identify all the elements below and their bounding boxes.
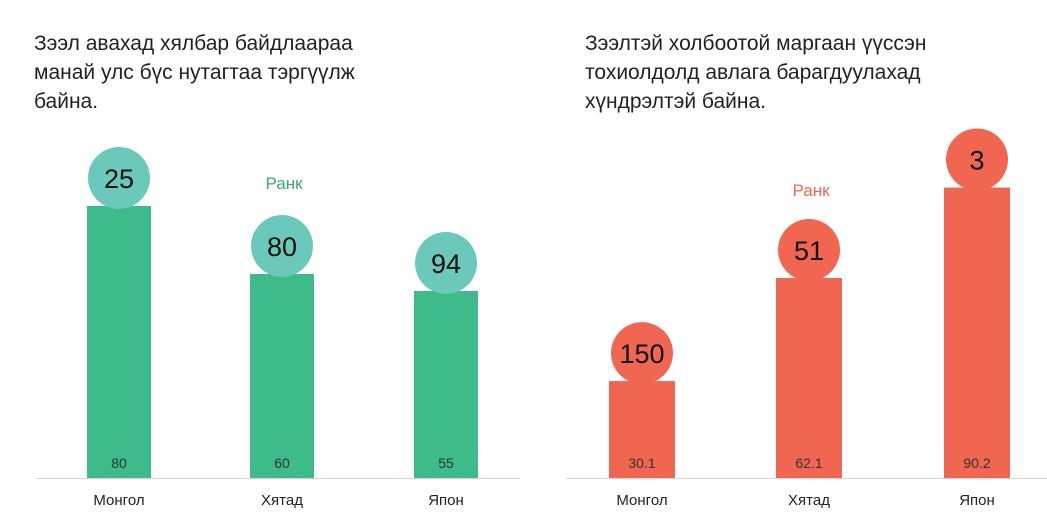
rank-circle <box>778 219 840 282</box>
bar-value-label: 30.1 <box>628 455 655 471</box>
bar-chart-left: Ранк 25 80 Монгол 80 60 Хятад 94 55 Япон <box>36 147 520 509</box>
chart-panel-left: Зээл авахад хялбар байдлаараа манай улс … <box>0 0 520 529</box>
bar <box>414 291 478 478</box>
rank-circle <box>946 128 1008 191</box>
category-label: Япон <box>959 492 995 509</box>
rank-label: Ранк <box>265 174 303 193</box>
bar-chart-right: Ранк 150 30.1 Монгол 51 62.1 Хятад 3 90.2 Япон <box>566 128 1047 509</box>
rank-value: 150 <box>619 339 664 369</box>
rank-value: 25 <box>104 164 134 194</box>
rank-circle <box>251 215 313 277</box>
rank-circle <box>415 232 477 294</box>
bar-value-label: 62.1 <box>795 455 822 471</box>
bar <box>87 206 151 478</box>
chart-title: Зээлтэй холбоотой маргаан үүссэн тохиолд… <box>585 32 927 113</box>
chart-title: Зээл авахад хялбар байдлаараа манай улс … <box>34 32 355 113</box>
bar-value-label: 55 <box>438 455 454 471</box>
category-label: Монгол <box>93 492 144 509</box>
bar-value-label: 80 <box>111 455 127 471</box>
rank-value: 94 <box>431 249 461 279</box>
bar-value-label: 60 <box>274 455 290 471</box>
rank-value: 3 <box>969 146 984 176</box>
category-label: Монгол <box>616 492 667 509</box>
bar <box>776 278 842 478</box>
category-label: Хятад <box>261 492 303 509</box>
rank-label: Ранк <box>792 181 830 200</box>
bar-value-label: 90.2 <box>963 455 990 471</box>
bar <box>609 381 675 478</box>
rank-circle <box>611 322 673 385</box>
chart-panel-right: Зээлтэй холбоотой маргаан үүссэн тохиолд… <box>520 0 1047 529</box>
rank-value: 80 <box>267 232 297 262</box>
rank-value: 51 <box>794 236 824 266</box>
bar <box>250 274 314 478</box>
rank-circle <box>88 147 150 209</box>
bar <box>944 187 1010 478</box>
category-label: Хятад <box>788 492 830 509</box>
category-label: Япон <box>428 492 464 509</box>
